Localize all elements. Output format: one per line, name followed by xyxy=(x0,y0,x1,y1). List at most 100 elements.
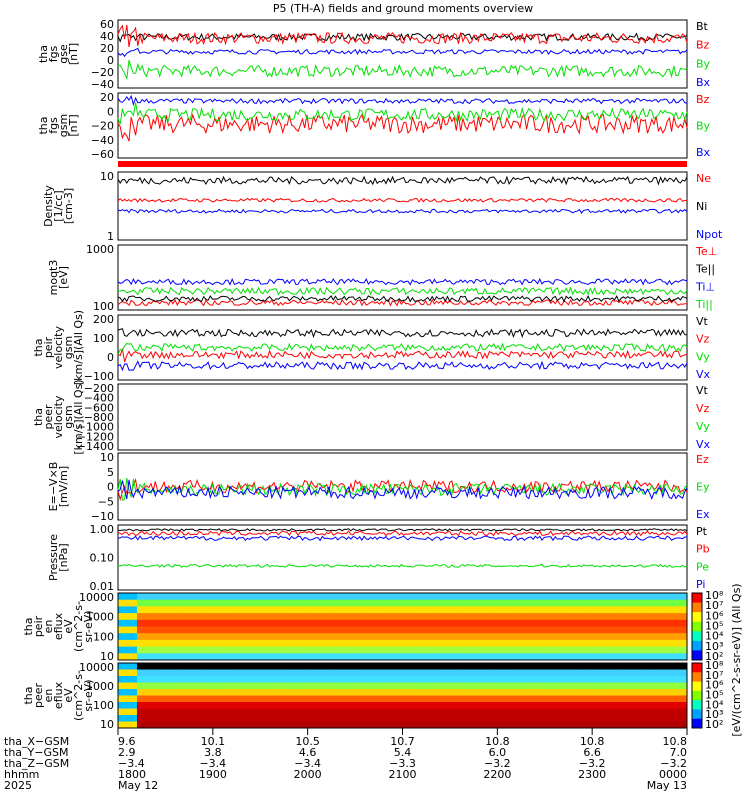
legend-by: By xyxy=(696,120,711,133)
spectrogram-cell xyxy=(502,695,508,703)
spectrogram-cell xyxy=(288,626,294,634)
spectrogram-cell xyxy=(596,653,603,661)
spectrogram-cell xyxy=(649,653,655,661)
spectrogram-cell xyxy=(260,669,266,677)
spectrogram-cell xyxy=(587,676,593,683)
spectrogram-cell xyxy=(331,676,337,683)
spectrogram-cell xyxy=(473,708,479,716)
spectrogram-cell xyxy=(540,613,546,621)
legend-bz: Bz xyxy=(696,39,710,52)
spectrogram-cell xyxy=(264,715,271,722)
y-tick-label: 100 xyxy=(93,300,114,313)
spectrogram-cell xyxy=(668,669,674,677)
spectrogram-cell xyxy=(445,695,451,703)
spectrogram-cell xyxy=(411,676,418,683)
spectrogram-cell xyxy=(151,646,157,654)
spectrogram-cell xyxy=(118,715,124,722)
spectrogram-cell xyxy=(464,619,470,627)
spectrogram-cell xyxy=(411,599,418,607)
spectrogram-cell xyxy=(445,606,451,614)
spectrogram-cell xyxy=(184,639,190,648)
spectrogram-cell xyxy=(672,646,679,654)
spectrogram-cell xyxy=(596,626,603,634)
spectrogram-cell xyxy=(132,619,138,627)
spectrogram-cell xyxy=(468,715,475,722)
spectrogram-cell xyxy=(364,721,370,729)
spectrogram-cell xyxy=(506,606,513,614)
spectrogram-cell xyxy=(587,626,593,634)
spectrogram-cell xyxy=(464,653,470,661)
spectrogram-cell xyxy=(402,682,408,690)
spectrogram-cell xyxy=(312,599,318,607)
spectrogram-cell xyxy=(554,633,560,641)
spectrogram-cell xyxy=(672,606,679,614)
spectrogram-cell xyxy=(615,646,622,654)
spectrogram-cell xyxy=(231,599,238,607)
spectrogram-cell xyxy=(288,721,294,729)
spectrogram-cell xyxy=(639,715,645,722)
spectrogram-cell xyxy=(421,626,427,634)
colorbar-tick-label: 10⁷ xyxy=(705,669,723,682)
spectrogram-cell xyxy=(516,721,522,729)
spectrogram-cell xyxy=(118,663,124,670)
spectrogram-cell xyxy=(483,702,489,709)
series-line-by xyxy=(117,102,688,125)
spectrogram-cell xyxy=(449,702,456,709)
spectrogram-cell xyxy=(549,639,555,648)
spectrogram-cell xyxy=(672,702,679,709)
spectrogram-cell xyxy=(331,593,337,601)
spectrogram-cell xyxy=(430,653,437,661)
spectrogram-cell xyxy=(440,676,446,683)
spectrogram-cell xyxy=(160,669,166,677)
spectrogram-cell xyxy=(620,599,626,607)
spectrogram-cell xyxy=(554,646,560,654)
spectrogram-cell xyxy=(132,653,138,661)
spectrogram-cell xyxy=(217,708,223,716)
colorbar-segment xyxy=(692,718,702,729)
y-tick-label: 10 xyxy=(100,170,114,183)
spectrogram-cell xyxy=(141,633,147,641)
spectrogram-cell xyxy=(487,695,494,703)
spectrogram-cell xyxy=(146,613,152,621)
spectrogram-cell xyxy=(582,669,588,677)
spectrogram-cell xyxy=(554,599,560,607)
spectrogram-cell xyxy=(170,676,176,683)
spectrogram-cell xyxy=(592,682,598,690)
spectrogram-cell xyxy=(639,593,645,601)
spectrogram-cell xyxy=(364,669,370,677)
spectrogram-cell xyxy=(307,639,313,648)
spectrogram-cell xyxy=(184,689,190,696)
spectrogram-cell xyxy=(189,639,195,648)
panel-frame xyxy=(117,592,688,661)
spectrogram-cell xyxy=(644,682,650,690)
spectrogram-cell xyxy=(307,646,313,654)
spectrogram-cell xyxy=(563,639,569,648)
spectrogram-cell xyxy=(118,599,124,607)
spectrogram-cell xyxy=(298,663,304,670)
spectrogram-cell xyxy=(416,676,422,683)
spectrogram-cell xyxy=(203,653,209,661)
spectrogram-cell xyxy=(525,708,532,716)
spectrogram-cell xyxy=(388,702,394,709)
spectrogram-cell xyxy=(274,715,280,722)
spectrogram-cell xyxy=(312,593,318,601)
spectrogram-cell xyxy=(549,721,555,729)
spectrogram-cell xyxy=(331,626,337,634)
spectrogram-cell xyxy=(165,702,171,709)
colorbar-tick-label: 10⁶ xyxy=(705,679,724,692)
spectrogram-cell xyxy=(615,606,622,614)
spectrogram-cell xyxy=(478,676,484,683)
spectrogram-cell xyxy=(132,721,138,729)
spectrogram-cell xyxy=(630,613,636,621)
spectrogram-cell xyxy=(302,689,309,696)
spectrogram-cell xyxy=(658,663,664,670)
spectrogram-cell xyxy=(663,695,669,703)
spectrogram-cell xyxy=(459,695,465,703)
y-axis-label-line: peir xyxy=(42,336,55,358)
spectrogram-cell xyxy=(644,721,650,729)
spectrogram-cell xyxy=(483,721,489,729)
y-tick-label: 10 xyxy=(100,718,114,731)
legend-vy: Vy xyxy=(696,420,710,433)
spectrogram-cell xyxy=(222,721,228,729)
spectrogram-cell xyxy=(317,633,323,641)
